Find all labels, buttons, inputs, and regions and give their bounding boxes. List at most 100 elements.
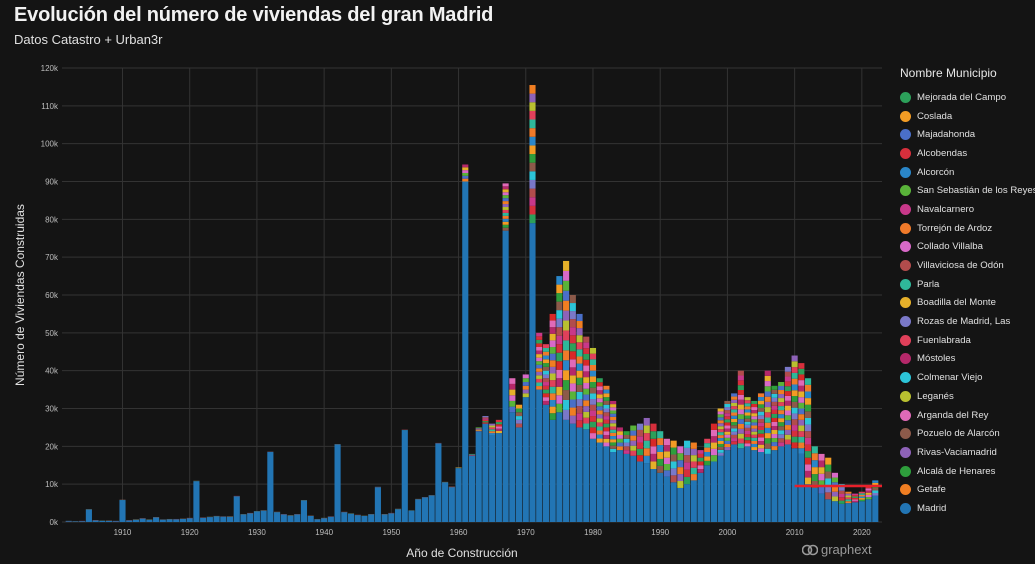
x-tick-label: 1950	[382, 528, 400, 537]
bar-segment	[717, 417, 724, 421]
bar-segment	[596, 402, 603, 407]
legend-item[interactable]: Mejorada del Campo	[900, 88, 1035, 107]
bar-segment	[623, 438, 630, 443]
legend-item[interactable]: Villaviciosa de Odón	[900, 256, 1035, 275]
bar-segment	[771, 425, 778, 431]
legend-item[interactable]: Leganés	[900, 387, 1035, 406]
bar-segment	[704, 438, 711, 444]
legend-label: Navalcarnero	[917, 203, 975, 215]
bar-segment	[710, 442, 718, 449]
bar-segment	[563, 340, 570, 351]
bar-segment	[858, 491, 865, 494]
legend-item[interactable]: Getafe	[900, 480, 1035, 499]
bar-segment	[852, 496, 859, 498]
bar-segment	[495, 428, 502, 431]
bar-segment	[576, 391, 583, 400]
bar-madrid	[233, 496, 240, 522]
bar-madrid	[65, 521, 72, 522]
bar-segment	[636, 429, 644, 437]
bar-segment	[670, 475, 677, 483]
legend-item[interactable]: Parla	[900, 275, 1035, 294]
bar-segment	[502, 189, 509, 193]
x-tick-label: 2010	[786, 528, 804, 537]
bar-segment	[717, 438, 724, 441]
bar-segment	[475, 427, 482, 429]
bar-segment	[704, 460, 711, 466]
bar-segment	[818, 480, 825, 488]
legend-item[interactable]: San Sebastián de los Reyes	[900, 181, 1035, 200]
bar-segment	[811, 481, 818, 488]
chart-subtitle: Datos Catastro + Urban3r	[14, 32, 163, 47]
bar-segment	[831, 496, 839, 502]
bar-segment	[724, 425, 731, 429]
legend-swatch	[900, 185, 911, 197]
bar-segment	[603, 393, 610, 398]
bar-segment	[744, 400, 751, 404]
legend-item[interactable]: Móstoles	[900, 350, 1035, 369]
legend-label: Móstoles	[917, 353, 956, 365]
bar-segment	[771, 389, 778, 394]
bar-madrid	[334, 444, 341, 522]
legend-label: Rivas-Vaciamadrid	[917, 446, 997, 458]
legend-item[interactable]: Madrid	[900, 499, 1035, 518]
legend-item[interactable]: Collado Villalba	[900, 238, 1035, 257]
bar-segment	[764, 443, 771, 449]
y-tick-label: 0k	[50, 518, 59, 527]
bar-madrid	[126, 520, 133, 522]
legend-item[interactable]: Majadahonda	[900, 125, 1035, 144]
bar-segment	[623, 450, 630, 454]
legend-item[interactable]: Alcalá de Henares	[900, 462, 1035, 481]
legend-item[interactable]: Navalcarnero	[900, 200, 1035, 219]
legend-item[interactable]: Alcorcón	[900, 163, 1035, 182]
bar-madrid	[435, 443, 442, 522]
bar-segment	[529, 102, 536, 111]
bar-madrid	[159, 519, 166, 522]
bar-segment	[737, 423, 744, 429]
y-axis-label: Número de Viviendas Construidas	[13, 204, 27, 386]
bar-segment	[549, 373, 556, 381]
bar-madrid	[522, 397, 529, 522]
bar-segment	[751, 413, 758, 417]
bar-segment	[724, 434, 731, 438]
bar-segment	[563, 370, 570, 381]
bar-segment	[569, 391, 576, 400]
legend-item[interactable]: Pozuelo de Alarcón	[900, 424, 1035, 443]
bar-segment	[549, 313, 556, 321]
bar-madrid	[663, 476, 670, 522]
legend-item[interactable]: Coslada	[900, 107, 1035, 126]
bar-segment	[563, 260, 570, 271]
bar-madrid	[798, 453, 805, 522]
legend-swatch	[900, 465, 911, 477]
legend-item[interactable]: Boadilla del Monte	[900, 294, 1035, 313]
bar-segment	[670, 461, 677, 469]
bar-segment	[731, 412, 738, 416]
bar-segment	[596, 378, 603, 383]
bar-segment	[583, 388, 590, 395]
bar-segment	[724, 431, 731, 435]
bar-segment	[596, 390, 603, 395]
bar-segment	[663, 463, 670, 471]
bar-segment	[717, 429, 724, 433]
bar-segment	[684, 447, 691, 456]
bar-segment	[475, 428, 482, 430]
legend-item[interactable]: Alcobendas	[900, 144, 1035, 163]
bar-segment	[475, 428, 482, 429]
bar-segment	[569, 399, 576, 408]
graphext-logo-icon	[802, 544, 818, 555]
legend-item[interactable]: Fuenlabrada	[900, 331, 1035, 350]
bar-segment	[589, 393, 597, 400]
bar-madrid	[415, 499, 422, 522]
legend-item[interactable]: Torrejón de Ardoz	[900, 219, 1035, 238]
bar-segment	[536, 339, 543, 344]
legend-item[interactable]: Rivas-Vaciamadrid	[900, 443, 1035, 462]
bar-segment	[771, 430, 778, 435]
legend-item[interactable]: Rozas de Madrid, Las	[900, 312, 1035, 331]
legend-swatch	[900, 278, 911, 290]
legend-item[interactable]: Colmenar Viejo	[900, 368, 1035, 387]
bar-segment	[569, 319, 576, 328]
bar-segment	[818, 453, 825, 461]
legend-item[interactable]: Arganda del Rey	[900, 406, 1035, 425]
bar-segment	[569, 311, 576, 320]
bar-segment	[791, 355, 798, 362]
bar-segment	[657, 465, 664, 473]
